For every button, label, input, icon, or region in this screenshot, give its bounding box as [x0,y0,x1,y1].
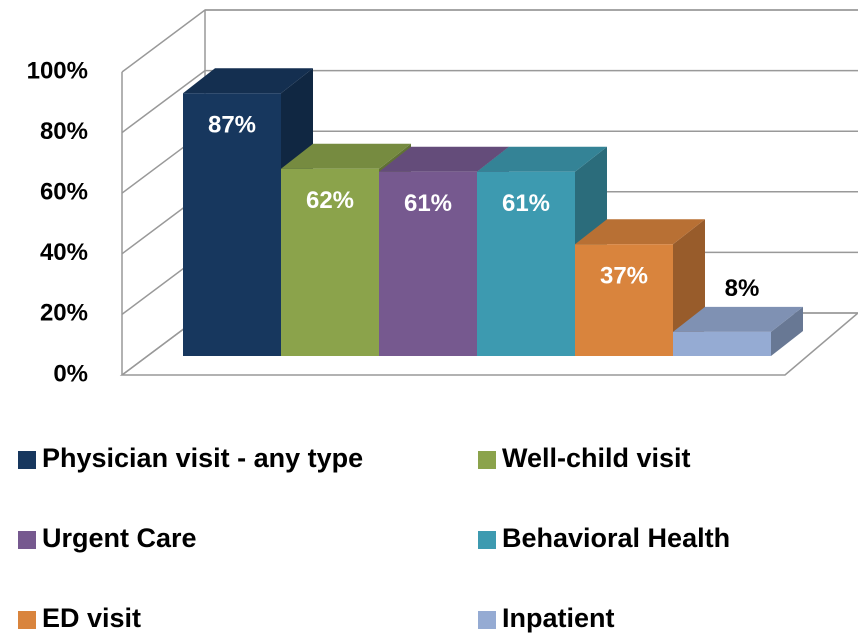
legend-swatch [18,531,36,549]
value-label: 61% [404,190,452,217]
bar-top [673,306,803,332]
legend-label: Inpatient [502,603,615,633]
legend-label: Urgent Care [42,523,197,553]
bar-front [281,168,379,356]
grid-line [121,9,858,73]
value-label: 62% [306,187,354,214]
bar [673,306,803,356]
bar-side [771,306,803,356]
y-tick-label: 0% [53,360,88,387]
value-label: 37% [600,263,648,290]
bar-top [281,143,411,169]
legend-swatch [478,451,496,469]
legend-swatch [478,611,496,629]
grid-line [121,69,858,134]
bar-top [575,219,705,245]
bar-front [575,244,673,356]
legend-label: Behavioral Health [502,523,730,553]
value-label: 61% [502,190,550,217]
bar-front [673,331,771,356]
y-tick-label: 80% [40,118,88,145]
bar-top [183,68,313,94]
y-tick-label: 40% [40,239,88,266]
bar-front [477,171,575,356]
legend-label: Physician visit - any type [42,443,363,473]
bar-top [379,146,509,172]
legend-label: Well-child visit [502,443,691,473]
y-tick-label: 100% [27,57,88,84]
y-tick-label: 20% [40,300,88,327]
legend-swatch [478,531,496,549]
legend-label: ED visit [42,603,141,633]
value-label: 87% [208,112,256,139]
bar-front [379,171,477,356]
legend-swatch [18,611,36,629]
value-label: 8% [725,275,760,302]
y-tick-label: 60% [40,179,88,206]
legend-swatch [18,451,36,469]
bar-front [183,93,281,356]
bar-top [477,146,607,172]
